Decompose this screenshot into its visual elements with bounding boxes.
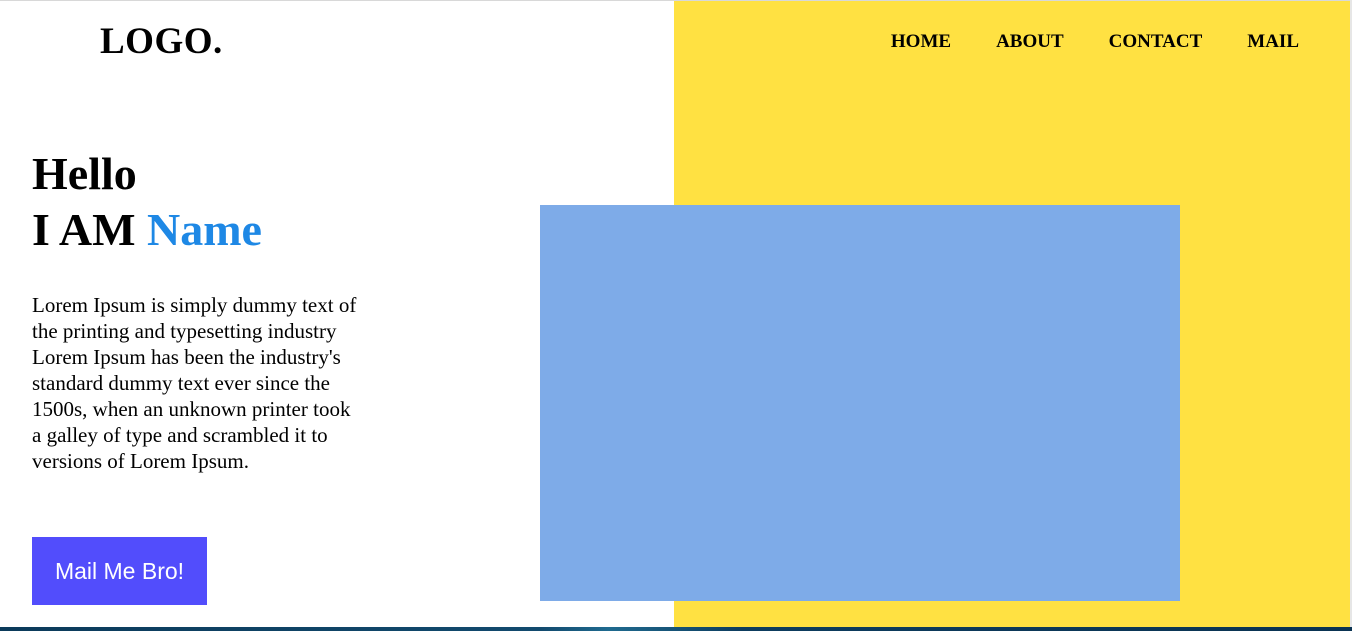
nav-item-contact: CONTACT xyxy=(1109,30,1203,54)
nav-item-mail: MAIL xyxy=(1247,30,1299,54)
logo[interactable]: LOGO. xyxy=(100,20,223,64)
nav-item-about: ABOUT xyxy=(996,30,1064,54)
hero-greeting: Hello xyxy=(32,148,137,199)
hero-name: Name xyxy=(147,204,262,255)
nav-link-contact[interactable]: CONTACT xyxy=(1109,30,1203,54)
nav-item-home: HOME xyxy=(891,30,951,54)
hero-image-placeholder xyxy=(540,205,1180,601)
hero-description-line: Lorem Ipsum has been the industry's stan… xyxy=(32,345,350,421)
hero-description-line: Lorem Ipsum is simply dummy text of the … xyxy=(32,293,356,343)
mail-me-button[interactable]: Mail Me Bro! xyxy=(32,537,207,605)
hero-intro-prefix: I AM xyxy=(32,204,136,255)
nav-link-home[interactable]: HOME xyxy=(891,30,951,54)
hero-description: Lorem Ipsum is simply dummy text of the … xyxy=(32,292,372,474)
main-nav: HOME ABOUT CONTACT MAIL xyxy=(891,30,1299,54)
hero-heading: Hello I AM Name xyxy=(32,146,372,258)
taskbar-edge xyxy=(0,627,1352,631)
hero-section: Hello I AM Name Lorem Ipsum is simply du… xyxy=(32,146,372,474)
nav-link-mail[interactable]: MAIL xyxy=(1247,30,1299,54)
hero-description-line: a galley of type and scrambled it to ver… xyxy=(32,423,328,473)
nav-link-about[interactable]: ABOUT xyxy=(996,30,1064,54)
